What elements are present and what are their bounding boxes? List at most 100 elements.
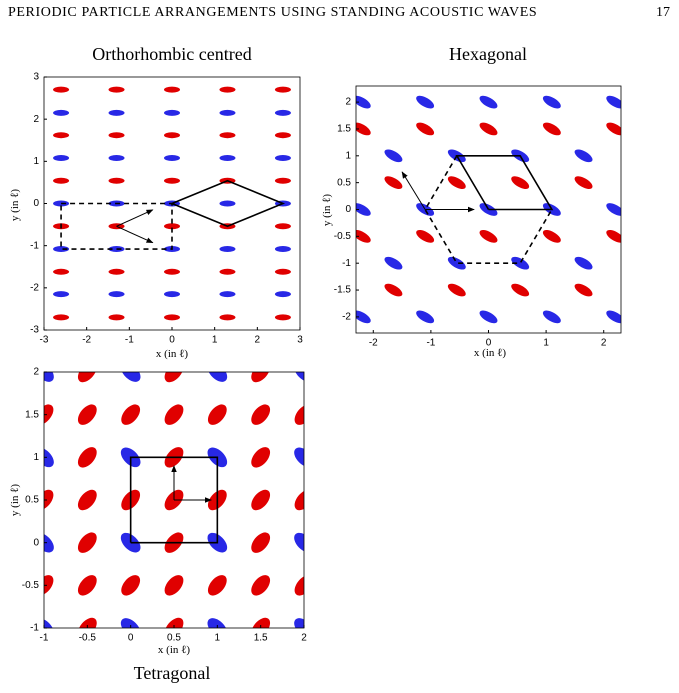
particle	[294, 447, 304, 468]
y-tick-label: -0.5	[22, 580, 40, 591]
y-tick-label: -1	[30, 623, 39, 634]
particle	[53, 314, 70, 321]
particle	[44, 575, 54, 596]
points	[356, 95, 621, 324]
particle	[53, 86, 70, 93]
y-tick-label: 2	[33, 114, 39, 125]
particle	[44, 489, 54, 511]
particle	[219, 268, 236, 275]
x-tick-label: 1	[543, 338, 549, 349]
particle	[53, 291, 70, 298]
x-tick-label: 1	[215, 633, 221, 644]
particle	[479, 95, 498, 109]
particle	[219, 109, 236, 116]
particle	[294, 618, 304, 628]
page-number: 17	[656, 5, 670, 20]
particle	[251, 532, 271, 553]
particle	[542, 230, 561, 243]
particle	[108, 177, 125, 184]
cell-outline	[171, 179, 286, 228]
particle	[542, 310, 561, 324]
y-tick-label: 1	[33, 156, 39, 167]
particle	[53, 154, 70, 161]
particle	[108, 132, 125, 139]
particle	[511, 256, 530, 270]
particle	[207, 618, 228, 628]
particle	[251, 372, 271, 383]
x-tick-label: -1	[40, 633, 49, 644]
x-axis-label: x (in ℓ)	[156, 348, 188, 360]
particle	[219, 132, 236, 139]
particle	[294, 575, 304, 596]
particle	[574, 283, 593, 297]
particle	[274, 246, 291, 253]
particle	[164, 154, 180, 161]
particle	[447, 283, 466, 297]
plot-title: Tetragonal	[134, 663, 211, 683]
x-tick-label: 3	[297, 335, 303, 346]
running-header: PERIODIC PARTICLE ARRANGEMENTS USING STA…	[8, 5, 537, 20]
particle	[77, 617, 97, 628]
particle	[606, 122, 621, 136]
y-tick-label: -2	[30, 282, 39, 293]
x-axis-label: x (in ℓ)	[474, 347, 506, 359]
particle	[164, 372, 184, 383]
particle	[219, 200, 236, 207]
particle	[274, 154, 291, 161]
particle	[121, 575, 141, 596]
plot-title: Orthorhombic centred	[92, 44, 251, 64]
particle	[207, 404, 227, 425]
x-tick-label: -1	[125, 335, 134, 346]
particle	[251, 575, 271, 596]
lattice-vector	[401, 171, 426, 210]
particle	[416, 95, 435, 109]
particle	[574, 149, 593, 163]
y-tick-label: 0	[33, 198, 39, 209]
particle	[44, 532, 54, 553]
points	[44, 372, 304, 628]
cell-outline	[455, 155, 554, 211]
particle	[219, 86, 236, 93]
particle	[294, 404, 304, 425]
y-tick-label: -1	[342, 258, 351, 269]
y-axis-label: y (in ℓ)	[321, 194, 333, 226]
particle	[219, 314, 236, 321]
particle	[108, 314, 125, 321]
y-tick-label: 0.5	[25, 495, 39, 506]
particle	[77, 447, 97, 468]
particle	[164, 291, 180, 298]
particle	[207, 575, 227, 596]
particle	[251, 404, 271, 425]
x-tick-label: -2	[82, 335, 91, 346]
particle	[251, 489, 271, 511]
particle	[164, 177, 180, 184]
particle	[120, 372, 141, 382]
particle	[274, 177, 291, 184]
particle	[416, 122, 435, 136]
particle	[479, 230, 498, 243]
particle	[294, 372, 304, 382]
y-tick-label: 1	[33, 452, 39, 463]
x-tick-label: 1.5	[254, 633, 268, 644]
particle	[356, 95, 371, 109]
particle	[53, 246, 70, 253]
particle	[251, 617, 271, 628]
x-tick-label: -1	[426, 338, 435, 349]
y-axis-label: y (in ℓ)	[9, 484, 21, 516]
x-tick-label: 0	[486, 338, 492, 349]
particle	[384, 283, 403, 297]
particle	[356, 203, 371, 216]
particle	[121, 404, 141, 425]
y-tick-label: -1	[30, 240, 39, 251]
x-tick-label: 1	[212, 335, 218, 346]
particle	[274, 132, 291, 139]
y-tick-label: 0.5	[337, 177, 351, 188]
particle	[479, 122, 498, 136]
x-axis-label: x (in ℓ)	[158, 644, 190, 656]
particle	[164, 268, 180, 275]
particle	[108, 268, 125, 275]
particle	[164, 617, 184, 628]
y-tick-label: 1.5	[25, 409, 39, 420]
particle	[219, 291, 236, 298]
